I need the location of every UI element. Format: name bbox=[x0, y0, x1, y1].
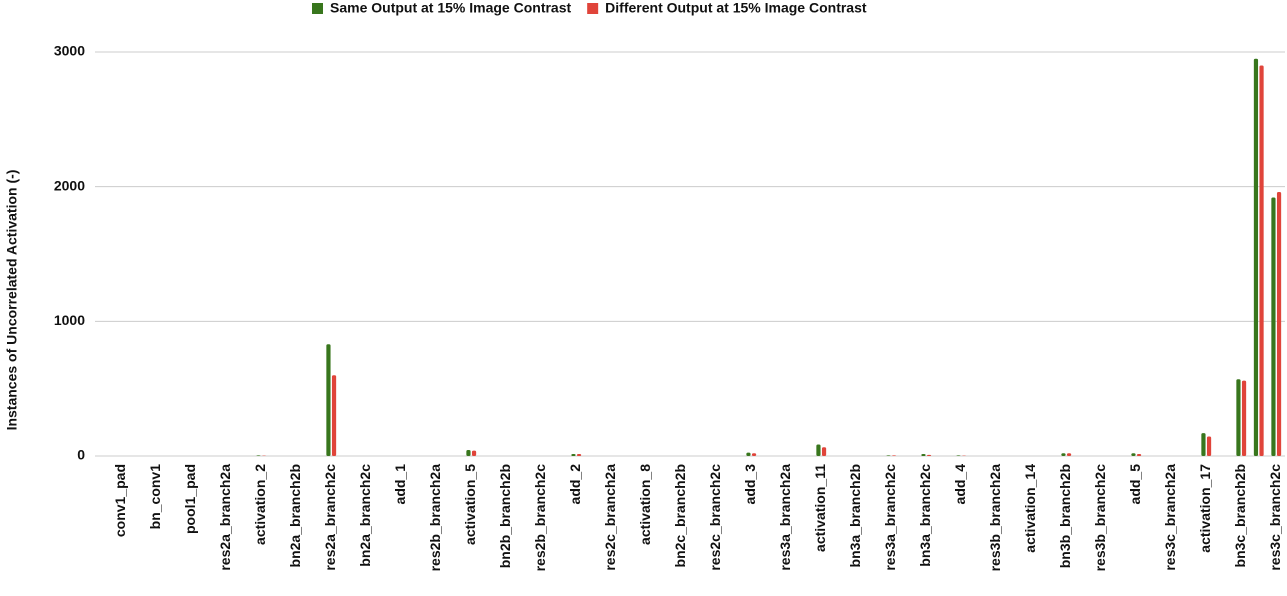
bar bbox=[751, 453, 757, 456]
x-tick-label: add_4 bbox=[952, 464, 968, 505]
x-tick-label: activation_14 bbox=[1022, 464, 1038, 553]
bar bbox=[571, 453, 576, 456]
bar bbox=[471, 450, 477, 456]
x-tick-label: activation_2 bbox=[252, 464, 268, 545]
bar bbox=[956, 455, 961, 456]
legend-swatch bbox=[312, 3, 323, 14]
x-tick-label: bn3b_branch2b bbox=[1057, 464, 1073, 568]
x-tick-label: bn3a_branch2c bbox=[917, 464, 933, 567]
x-tick-label: res3a_branch2a bbox=[777, 464, 793, 571]
x-tick-label: res2b_branch2a bbox=[427, 464, 443, 572]
bar bbox=[1131, 453, 1136, 456]
x-tick-label: activation_11 bbox=[812, 464, 828, 552]
y-tick-label: 2000 bbox=[54, 177, 85, 193]
x-tick-label: activation_17 bbox=[1197, 464, 1213, 553]
x-tick-label: res3c_branch2c bbox=[1267, 464, 1283, 571]
bar bbox=[1201, 433, 1206, 456]
x-tick-label: res2b_branch2c bbox=[532, 464, 548, 572]
bar bbox=[1061, 453, 1066, 456]
legend-label: Different Output at 15% Image Contrast bbox=[605, 0, 867, 16]
x-tick-label: res3a_branch2c bbox=[882, 464, 898, 571]
y-tick-label: 1000 bbox=[54, 312, 85, 328]
bar bbox=[466, 449, 471, 456]
bar bbox=[1271, 197, 1276, 456]
x-tick-label: res2a_branch2a bbox=[217, 464, 233, 571]
bar bbox=[1066, 453, 1072, 456]
x-tick-label: bn3a_branch2b bbox=[847, 464, 863, 567]
x-tick-label: conv1_pad bbox=[112, 464, 128, 537]
bar bbox=[816, 444, 821, 456]
x-tick-label: bn2a_branch2b bbox=[287, 464, 303, 567]
bar bbox=[926, 454, 932, 456]
x-tick-label: res3c_branch2a bbox=[1162, 464, 1178, 571]
bar bbox=[821, 447, 827, 456]
bar bbox=[1276, 192, 1282, 456]
y-axis-label: Instances of Uncorrelated Activation (-) bbox=[4, 170, 20, 431]
x-tick-label: res2c_branch2c bbox=[707, 464, 723, 571]
bar bbox=[1241, 380, 1247, 456]
x-tick-label: add_3 bbox=[742, 464, 758, 505]
x-tick-label: add_2 bbox=[567, 464, 583, 505]
x-tick-label: add_1 bbox=[392, 464, 408, 505]
bar bbox=[326, 344, 331, 456]
bar bbox=[256, 455, 261, 456]
legend-swatch bbox=[587, 3, 599, 14]
bar bbox=[576, 453, 582, 456]
x-tick-label: bn2c_branch2b bbox=[672, 464, 688, 567]
legend-label: Same Output at 15% Image Contrast bbox=[330, 0, 572, 16]
x-tick-label: res2c_branch2a bbox=[602, 464, 618, 571]
x-tick-label: res2a_branch2c bbox=[322, 464, 338, 571]
bar bbox=[1259, 65, 1264, 456]
bar bbox=[886, 455, 891, 456]
bar bbox=[1136, 453, 1142, 456]
x-tick-label: bn3c_branch2b bbox=[1232, 464, 1248, 567]
bar bbox=[891, 455, 897, 456]
x-tick-label: res3b_branch2a bbox=[987, 464, 1003, 572]
bar bbox=[1236, 379, 1241, 456]
bar bbox=[921, 453, 926, 456]
bar bbox=[746, 452, 751, 456]
y-tick-label: 0 bbox=[77, 447, 85, 463]
bar bbox=[1253, 58, 1259, 456]
y-tick-label: 3000 bbox=[54, 43, 85, 59]
x-tick-label: bn2b_branch2b bbox=[497, 464, 513, 568]
x-tick-label: activation_8 bbox=[637, 464, 653, 545]
x-tick-label: res3b_branch2c bbox=[1092, 464, 1108, 572]
bar bbox=[331, 375, 337, 456]
x-tick-label: activation_5 bbox=[462, 464, 478, 545]
x-tick-label: add_5 bbox=[1127, 464, 1143, 505]
x-tick-label: pool1_pad bbox=[182, 464, 198, 534]
bar bbox=[1206, 436, 1212, 456]
x-tick-label: bn_conv1 bbox=[147, 464, 163, 530]
x-tick-label: bn2a_branch2c bbox=[357, 464, 373, 567]
